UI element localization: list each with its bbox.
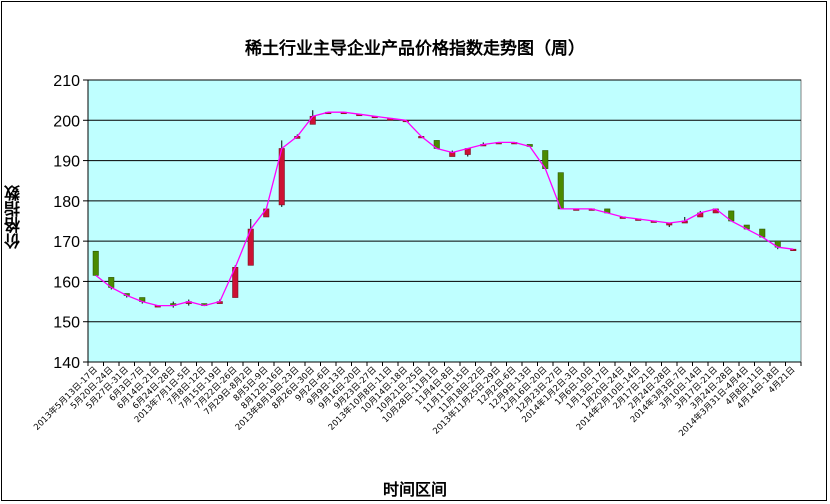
- y-axis-label: 价格指数: [4, 185, 23, 249]
- candle: [263, 208, 270, 218]
- candle: [309, 115, 316, 125]
- y-tick-label: 200: [53, 113, 80, 130]
- y-tick-label: 190: [53, 154, 80, 171]
- y-tick-label: 140: [53, 355, 80, 372]
- candle: [92, 250, 99, 276]
- close-line: [95, 111, 794, 307]
- x-axis-label: 时间区间: [382, 480, 447, 499]
- y-tick-label: 180: [53, 194, 80, 211]
- chart-title: 稀土行业主导企业产品价格指数走势图（周）: [245, 39, 585, 59]
- y-tick-label: 210: [53, 73, 80, 90]
- y-tick-label: 170: [53, 234, 80, 251]
- plot-area: [87, 79, 802, 363]
- y-tick-label: 160: [53, 274, 80, 291]
- y-tick-label: 150: [53, 315, 80, 332]
